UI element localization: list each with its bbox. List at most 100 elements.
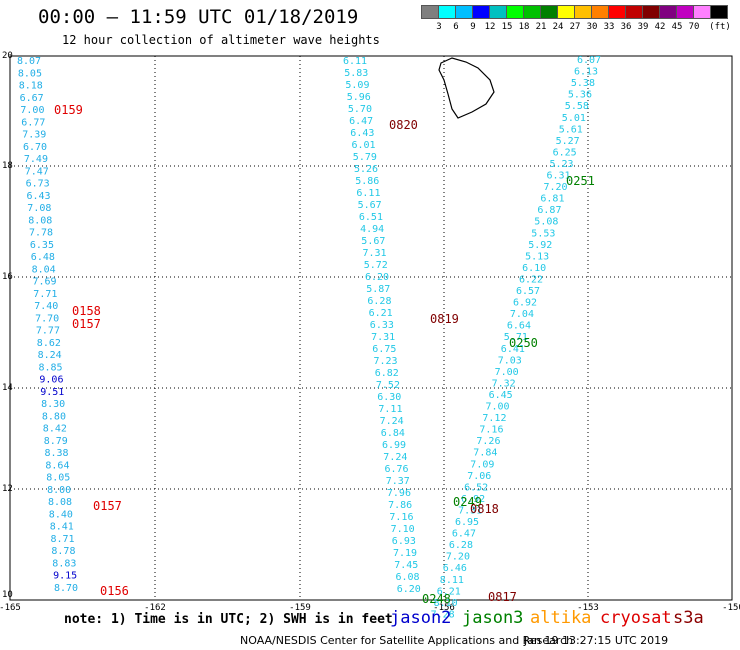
page-title: 00:00 – 11:59 UTC 01/18/2019 [38,6,359,28]
legend-label: 21 [535,22,547,32]
wave-height-label: 7.09 [470,459,494,470]
wave-height-label: 6.92 [513,298,537,309]
wave-height-label: 8.05 [46,473,70,484]
wave-height-label: 5.01 [562,113,586,124]
wave-height-label: 7.11 [378,404,402,415]
wave-height-label: 8.38 [45,448,69,459]
page-subtitle: 12 hour collection of altimeter wave hei… [62,33,380,47]
wave-height-label: 7.20 [446,552,470,563]
wave-height-label: 5.67 [358,200,382,211]
legend-label: 18 [518,22,530,32]
legend-label: 45 [671,22,683,32]
wave-height-label: 9.15 [53,571,77,582]
wave-height-label: 6.47 [349,116,373,127]
legend-label: 33 [603,22,615,32]
wave-height-label: 6.48 [31,252,55,263]
legend-label: 36 [620,22,632,32]
wave-height-label: 8.79 [44,436,68,447]
lat-tick-label: 14 [2,383,13,393]
wave-height-label: 7.78 [29,228,53,239]
wave-height-label: 6.43 [350,128,374,139]
wave-height-label: 6.76 [385,464,409,475]
pass-time-label: 0157 [72,317,101,331]
legend-label: 27 [569,22,581,32]
lat-tick-label: 20 [2,51,13,61]
wave-height-label: 7.31 [363,248,387,259]
lat-tick-label: 18 [2,161,13,171]
wave-height-label: 6.13 [574,67,598,78]
wave-height-label: 7.47 [25,166,49,177]
wave-height-label: 5.09 [345,80,369,91]
wave-height-label: 6.25 [553,147,577,158]
wave-height-label: 6.41 [501,344,525,355]
wave-height-label: 7.28 [431,609,455,620]
pass-time-label: 0818 [470,502,499,516]
wave-height-label: 5.53 [531,228,555,239]
wave-height-label: 6.10 [522,263,546,274]
pass-time-label: 0157 [93,499,122,513]
wave-height-label: 6.81 [540,194,564,205]
wave-height-label: 7.86 [388,500,412,511]
pass-time-label: 0159 [54,103,83,117]
wave-height-label: 6.67 [20,93,44,104]
wave-height-label: 7.16 [389,512,413,523]
wave-height-label: 7.00 [486,402,510,413]
wave-height-label: 5.71 [504,332,528,343]
wave-height-label: 6.31 [547,171,571,182]
lat-tick-label: 10 [2,590,13,600]
wave-height-label: 6.75 [372,344,396,355]
wave-height-label: 6.43 [27,191,51,202]
wave-height-label: 5.61 [559,124,583,135]
wave-height-label: 7.39 [22,130,46,141]
wave-height-label: 9.51 [40,387,64,398]
wave-height-label: 8.30 [41,399,65,410]
wave-height-label: 7.24 [383,452,407,463]
wave-height-label: 7.12 [482,413,506,424]
wave-height-label: 7.06 [467,471,491,482]
wave-height-label: 8.08 [28,215,52,226]
wave-height-label: 8.04 [32,264,56,275]
wave-height-label: 6.57 [516,286,540,297]
wave-height-label: 6.45 [489,390,513,401]
wave-height-label: 8.78 [51,546,75,557]
wave-height-label: 6.84 [381,428,405,439]
satellite-jason2-label: jason2 [390,608,452,628]
satellite-s3a-label: s3a [673,608,704,628]
wave-height-label: 8.07 [17,56,41,67]
wave-height-label: 5.86 [355,176,379,187]
wave-height-label: 6.35 [30,240,54,251]
wave-height-label: 6.11 [356,188,380,199]
wave-height-label: 7.45 [394,560,418,571]
wave-height-label: 8.42 [43,424,67,435]
wave-height-label: 6.92 [461,494,485,505]
wave-height-label: 6.28 [367,296,391,307]
wave-height-label: 8.05 [18,68,42,79]
timestamp-text: Jan 19 13:27:15 UTC 2019 [524,634,669,647]
wave-height-label: 5.08 [534,217,558,228]
wave-height-label: 6.52 [464,482,488,493]
wave-height-label: 5.13 [525,251,549,262]
wave-height-label: 6.95 [455,517,479,528]
wave-height-label: 6.30 [377,392,401,403]
wave-height-label: 7.04 [510,309,534,320]
wave-height-label: 6.93 [392,536,416,547]
wave-height-label: 7.71 [33,289,57,300]
wave-height-label: 6.11 [343,56,367,67]
wave-height-label: 5.79 [353,152,377,163]
wave-height-label: 5.67 [361,236,385,247]
legend-label: 3 [436,22,442,32]
legend-label: 70 [688,22,700,32]
units-note: note: 1) Time is in UTC; 2) SWH is in fe… [64,612,393,627]
wave-height-label: 7.69 [33,277,57,288]
wave-height-label: 7.03 [498,355,522,366]
wave-height-label: 8.24 [38,350,62,361]
lon-tick-label: -162 [144,603,166,613]
wave-height-label: 7.08 [27,203,51,214]
wave-height-label: 6.20 [365,272,389,283]
wave-height-label: 7.32 [492,378,516,389]
pass-time-label: 0156 [100,584,129,598]
pass-time-label: 0248 [422,592,451,606]
wave-height-label: 6.46 [443,563,467,574]
wave-height-label: 6.73 [26,179,50,190]
wave-height-label: 6.51 [359,212,383,223]
